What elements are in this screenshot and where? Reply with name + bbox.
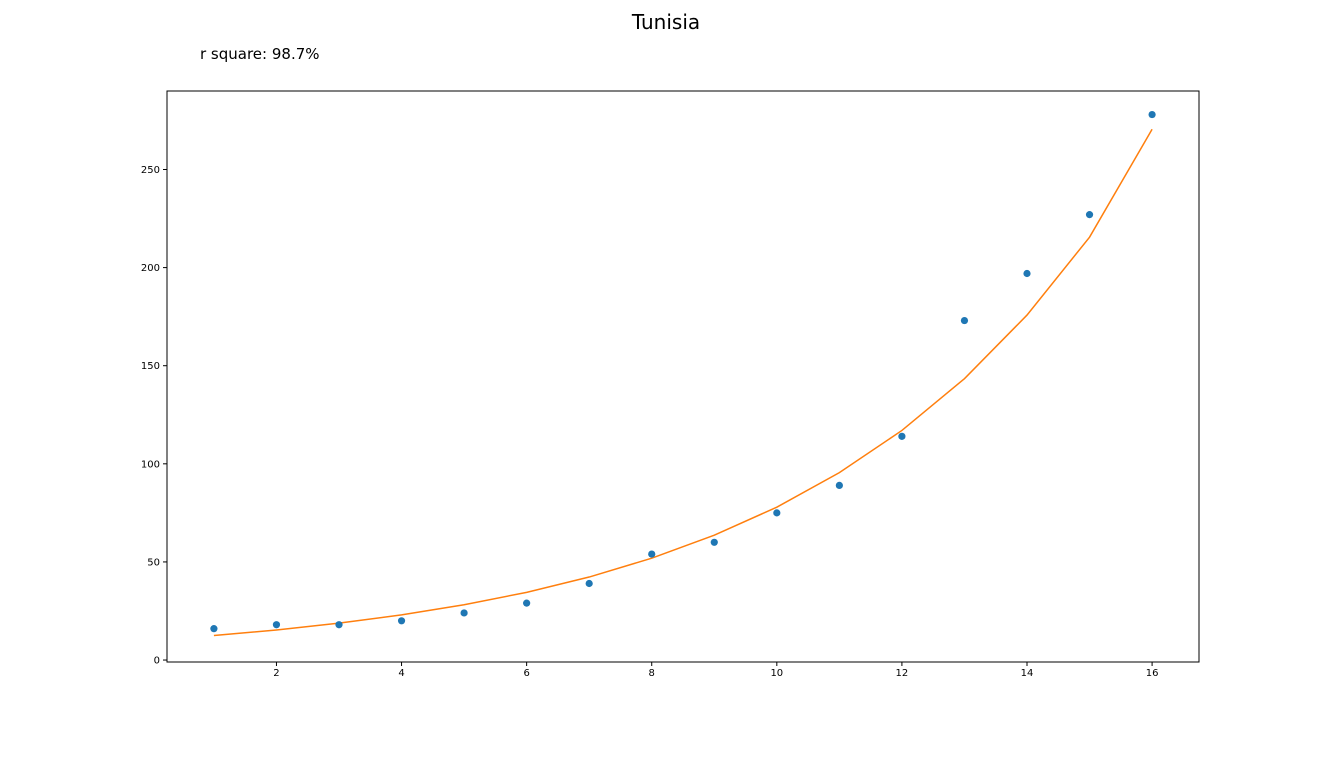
data-point <box>335 621 343 629</box>
chart-title: Tunisia <box>631 10 701 34</box>
axes-frame <box>166 90 1200 663</box>
y-tick-label: 100 <box>141 459 160 470</box>
y-tick-label: 0 <box>154 656 160 667</box>
data-point <box>1085 211 1094 219</box>
data-point <box>210 625 218 633</box>
data-point <box>585 579 593 588</box>
x-tick-label: 16 <box>1146 668 1159 679</box>
x-tick-label: 6 <box>523 668 529 679</box>
data-point <box>1023 269 1031 278</box>
data-point <box>272 621 281 629</box>
data-point <box>1148 110 1156 119</box>
y-tick-label: 250 <box>141 165 160 176</box>
y-tick-label: 50 <box>147 557 160 568</box>
x-tick-label: 14 <box>1021 668 1034 679</box>
data-point <box>710 538 718 546</box>
data-point <box>960 316 969 325</box>
x-tick-label: 10 <box>770 668 783 679</box>
data-point <box>523 599 531 607</box>
fit-line <box>213 128 1153 637</box>
data-point <box>648 550 656 558</box>
data-point <box>397 617 406 625</box>
x-tick-label: 8 <box>649 668 655 679</box>
data-point <box>460 609 468 617</box>
r-square-annotation: r square: 98.7% <box>200 45 320 63</box>
x-tick-label: 12 <box>896 668 909 679</box>
x-tick-label: 2 <box>273 668 279 679</box>
data-point <box>835 481 843 490</box>
data-point <box>898 432 906 440</box>
x-tick-label: 4 <box>398 668 404 679</box>
y-tick-label: 150 <box>141 361 160 372</box>
y-tick-label: 200 <box>141 263 160 274</box>
data-point <box>773 509 781 517</box>
